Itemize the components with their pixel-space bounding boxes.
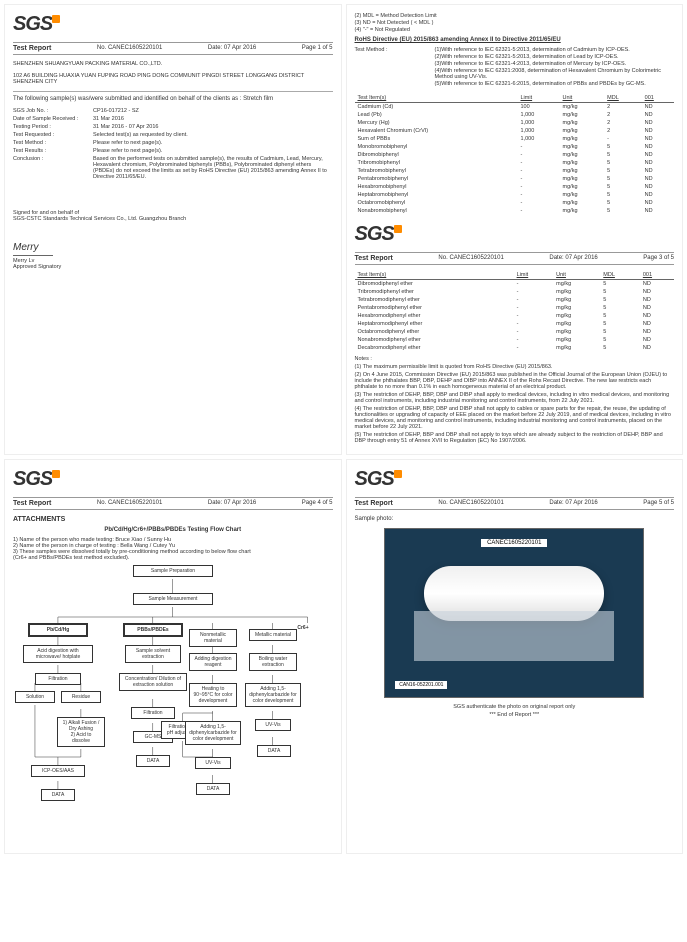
info-label: Test Results : [13, 148, 93, 154]
mdl-notes: (2) MDL = Method Detection Limit(3) ND =… [355, 13, 675, 33]
report-date: Date: 07 Apr 2016 [549, 500, 597, 507]
report-header-4: Test Report No. CANEC1605220101 Date: 07… [13, 497, 333, 510]
page-5: SGS Test Report No. CANEC1605220101 Date… [346, 459, 684, 854]
node-add15b: Adding 1,5-diphenylcarbazide for color d… [185, 721, 241, 745]
methods-list: (1)With reference to IEC 62321-5:2013, d… [435, 47, 675, 88]
info-label: Test Method : [13, 140, 93, 146]
sgs-logo: SGS [13, 468, 52, 491]
node-metal: Metallic material [249, 629, 297, 641]
node-data1: DATA [41, 789, 75, 801]
node-conc: Concentration/ Dilution of extraction so… [119, 673, 187, 691]
company-address: 102 A6 BUILDING HUAXIA YUAN FUPING ROAD … [13, 73, 333, 85]
sgs-logo: SGS [355, 223, 394, 246]
notes-label: Notes : [355, 356, 435, 362]
info-value: Please refer to next page(s). [93, 148, 333, 154]
conclusion-text: Based on the performed tests on submitte… [93, 156, 333, 180]
node-alk: 1) Alkali Fusion / Dry Ashing 2) Acid to… [57, 717, 105, 747]
signatory-title: Approved Signatory [13, 264, 333, 270]
report-no: No. CANEC1605220101 [97, 500, 162, 507]
attachments-header: ATTACHMENTS [13, 516, 333, 523]
node-heat: Heating to 90~95°C for color development [189, 683, 237, 707]
flowchart-title: Pb/Cd/Hg/Cr6+/PBBs/PBDEs Testing Flow Ch… [13, 527, 333, 533]
notes-list: (1) The maximum permissible limit is quo… [355, 364, 675, 444]
signature-script: Merry [13, 242, 333, 253]
flowchart: Sample Preparation Sample Measurement Pb… [13, 565, 333, 845]
report-title: Test Report [13, 500, 51, 507]
photo-auth-note: SGS authenticate the photo on original r… [355, 704, 675, 710]
page-num: Page 4 of 5 [302, 500, 333, 507]
end-of-report: *** End of Report *** [355, 712, 675, 718]
node-data2: DATA [136, 755, 170, 767]
node-add15a: Adding 1,5-diphenylcarbazide for color d… [245, 683, 301, 707]
node-res: Residue [61, 691, 101, 703]
report-title: Test Report [355, 500, 393, 507]
results-table-1: Test Item(s)LimitUnitMDL001Cadmium (Cd)1… [355, 94, 675, 215]
node-icp: ICP-OES/AAS [31, 765, 85, 777]
results-table-2: Test Item(s)LimitUnitMDL001Dibromodiphen… [355, 271, 675, 352]
report-title: Test Report [355, 255, 393, 262]
sample-photo-label: Sample photo: [355, 516, 675, 522]
report-header-5: Test Report No. CANEC1605220101 Date: 07… [355, 497, 675, 510]
node-uv1: UV-Vis [255, 719, 291, 731]
node-nonm: Nonmetallic material [189, 629, 237, 647]
node-sol: Solution [15, 691, 55, 703]
report-header-3: Test Report No. CANEC1605220101 Date: 07… [355, 252, 675, 265]
node-prep: Sample Preparation [133, 565, 213, 577]
info-value: CP16-017212 - SZ [93, 108, 333, 114]
report-header: Test Report No. CANEC1605220101 Date: 07… [13, 42, 333, 55]
info-value: Selected test(s) as requested by client. [93, 132, 333, 138]
directive-title: RoHS Directive (EU) 2015/863 amending An… [355, 37, 675, 43]
sgs-logo: SGS [13, 13, 52, 36]
info-label: Test Requested : [13, 132, 93, 138]
method-label: Test Method : [355, 47, 435, 92]
page-num: Page 3 of 5 [643, 255, 674, 262]
info-value: 31 Mar 2016 [93, 116, 333, 122]
page-2-3: (2) MDL = Method Detection Limit(3) ND =… [346, 4, 684, 455]
info-label: SGS Job No. : [13, 108, 93, 114]
node-meas: Sample Measurement [133, 593, 213, 605]
report-title: Test Report [13, 45, 51, 52]
node-h1: Pb/Cd/Hg [28, 623, 88, 637]
info-label: Testing Period : [13, 124, 93, 130]
node-addr: Adding digestion reagent [189, 653, 237, 671]
node-data3: DATA [257, 745, 291, 757]
photo-label-top: CANEC1605220101 [481, 539, 547, 547]
flowchart-notes: 1) Name of the person who made testing: … [13, 537, 333, 561]
report-date: Date: 07 Apr 2016 [549, 255, 597, 262]
node-filt1: Filtration [35, 673, 81, 685]
page-num: Page 5 of 5 [643, 500, 674, 507]
conclusion-label: Conclusion : [13, 156, 93, 180]
report-date: Date: 07 Apr 2016 [208, 500, 256, 507]
page-4: SGS Test Report No. CANEC1605220101 Date… [4, 459, 342, 854]
page-1: SGS Test Report No. CANEC1605220101 Date… [4, 4, 342, 455]
node-filt2: Filtration [131, 707, 175, 719]
info-value: 31 Mar 2016 - 07 Apr 2016 [93, 124, 333, 130]
intro-text: The following sample(s) was/were submitt… [13, 96, 333, 102]
node-uv2: UV-Vis [195, 757, 231, 769]
node-solv: Sample solvent extraction [125, 645, 181, 663]
sgs-logo: SGS [355, 468, 394, 491]
sample-photo: CANEC1605220101 CAN16-052201.001 [384, 528, 644, 698]
report-no: No. CANEC1605220101 [438, 255, 503, 262]
report-no: No. CANEC1605220101 [438, 500, 503, 507]
report-date: Date: 07 Apr 2016 [208, 45, 256, 52]
node-acid: Acid digestion with microwave/ hotplate [23, 645, 93, 663]
info-value: Please refer to next page(s). [93, 140, 333, 146]
film-sheet-graphic [414, 611, 614, 661]
photo-label-bot: CAN16-052201.001 [395, 681, 447, 689]
info-label: Date of Sample Received : [13, 116, 93, 122]
report-no: No. CANEC1605220101 [97, 45, 162, 52]
page-num: Page 1 of 5 [302, 45, 333, 52]
company-name: SHENZHEN SHUANGYUAN PACKING MATERIAL CO.… [13, 61, 333, 67]
node-h2: PBBs/PBDEs [123, 623, 183, 637]
node-data4: DATA [196, 783, 230, 795]
node-boil: Boiling water extraction [249, 653, 297, 671]
